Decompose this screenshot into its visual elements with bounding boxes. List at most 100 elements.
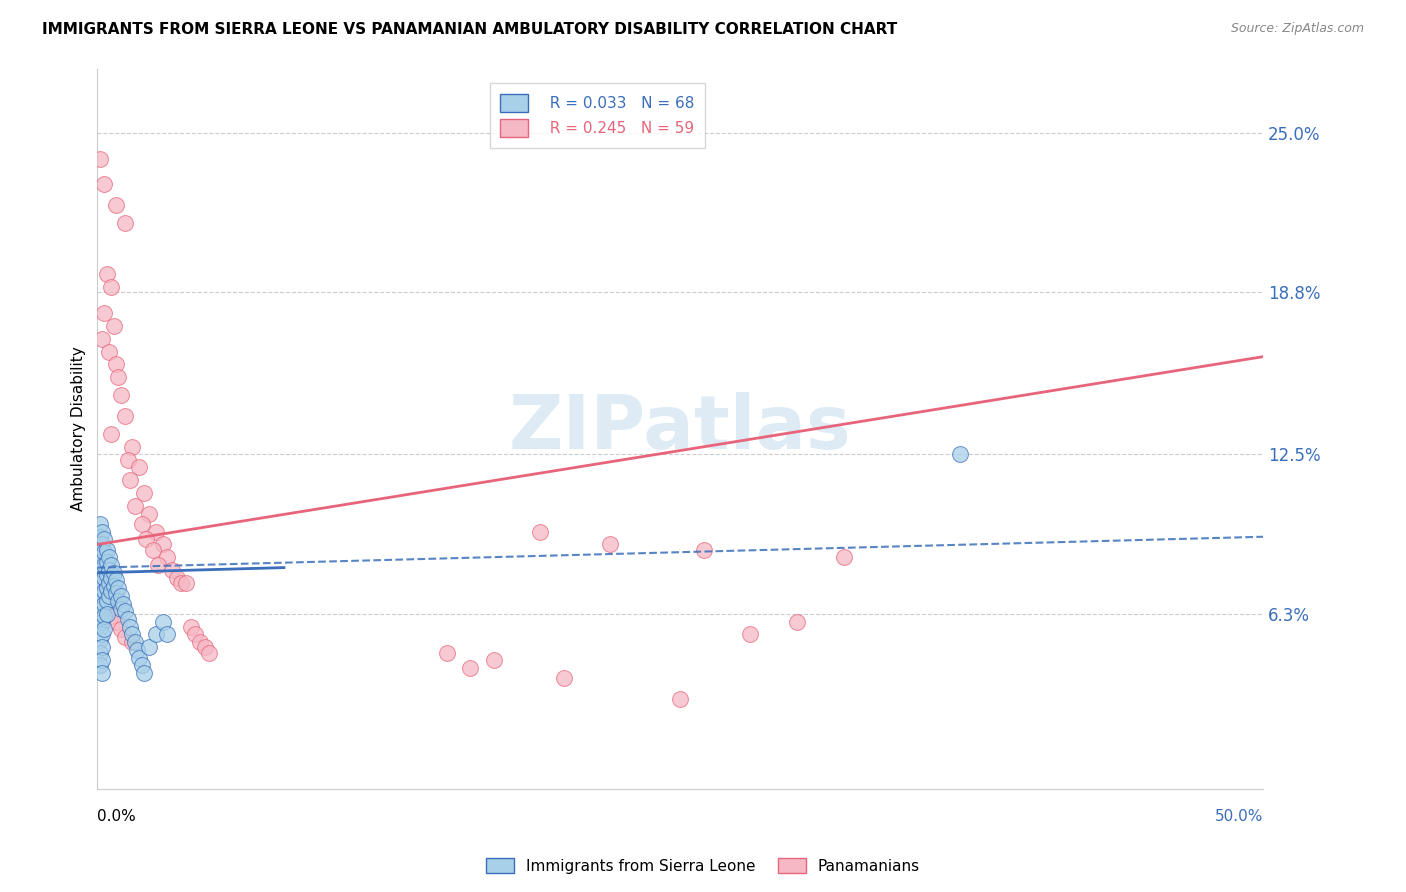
Point: [156, 627, 179, 641]
Point: [138, 640, 160, 655]
Point: [114, 604, 136, 618]
Point: [132, 486, 155, 500]
Point: [98, 576, 121, 591]
Point: [100, 558, 122, 572]
Point: [111, 597, 134, 611]
Point: [91, 576, 114, 591]
Point: [96, 594, 118, 608]
Point: [100, 609, 122, 624]
Point: [124, 635, 146, 649]
Point: [107, 581, 129, 595]
Point: [107, 594, 129, 608]
Point: [93, 533, 115, 547]
Point: [117, 452, 139, 467]
Point: [105, 357, 128, 371]
Point: [114, 216, 136, 230]
Point: [174, 576, 197, 591]
Point: [170, 576, 193, 591]
Point: [110, 601, 132, 615]
Point: [89, 632, 111, 647]
Point: [145, 524, 167, 539]
Point: [832, 550, 855, 565]
Text: 50.0%: 50.0%: [1215, 809, 1263, 824]
Point: [93, 306, 115, 320]
Point: [482, 653, 505, 667]
Point: [91, 640, 114, 655]
Point: [121, 635, 143, 649]
Point: [96, 581, 118, 595]
Point: [529, 524, 551, 539]
Point: [89, 594, 111, 608]
Point: [89, 620, 111, 634]
Point: [188, 635, 211, 649]
Point: [91, 563, 114, 577]
Point: [100, 571, 122, 585]
Point: [93, 571, 115, 585]
Point: [89, 542, 111, 557]
Point: [91, 615, 114, 629]
Point: [117, 612, 139, 626]
Point: [96, 568, 118, 582]
Point: [91, 563, 114, 577]
Point: [114, 630, 136, 644]
Point: [91, 589, 114, 603]
Point: [949, 447, 972, 461]
Point: [194, 640, 217, 655]
Text: ZIPatlas: ZIPatlas: [509, 392, 852, 466]
Point: [98, 550, 121, 565]
Point: [132, 666, 155, 681]
Point: [103, 579, 125, 593]
Point: [692, 542, 714, 557]
Point: [98, 563, 121, 577]
Point: [103, 566, 125, 580]
Point: [128, 650, 150, 665]
Point: [145, 627, 167, 641]
Point: [91, 627, 114, 641]
Point: [138, 507, 160, 521]
Point: [91, 666, 114, 681]
Point: [93, 583, 115, 598]
Point: [93, 545, 115, 559]
Point: [142, 542, 165, 557]
Point: [89, 516, 111, 531]
Point: [436, 646, 458, 660]
Point: [91, 332, 114, 346]
Point: [118, 473, 141, 487]
Point: [184, 627, 207, 641]
Point: [93, 623, 115, 637]
Point: [103, 594, 125, 608]
Point: [740, 627, 762, 641]
Point: [107, 370, 129, 384]
Point: [91, 601, 114, 615]
Point: [146, 558, 169, 572]
Point: [131, 658, 153, 673]
Point: [131, 516, 153, 531]
Point: [89, 152, 111, 166]
Point: [669, 691, 692, 706]
Point: [89, 568, 111, 582]
Point: [105, 615, 128, 629]
Text: Source: ZipAtlas.com: Source: ZipAtlas.com: [1230, 22, 1364, 36]
Point: [93, 558, 115, 572]
Point: [128, 460, 150, 475]
Point: [96, 607, 118, 621]
Point: [93, 597, 115, 611]
Point: [91, 537, 114, 551]
Point: [166, 571, 188, 585]
Y-axis label: Ambulatory Disability: Ambulatory Disability: [72, 346, 86, 511]
Point: [135, 533, 157, 547]
Point: [96, 268, 118, 282]
Point: [89, 556, 111, 570]
Point: [93, 609, 115, 624]
Point: [91, 550, 114, 565]
Point: [89, 646, 111, 660]
Point: [124, 499, 146, 513]
Point: [114, 409, 136, 423]
Point: [96, 556, 118, 570]
Point: [89, 658, 111, 673]
Point: [105, 586, 128, 600]
Point: [96, 576, 118, 591]
Point: [110, 589, 132, 603]
Point: [93, 178, 115, 192]
Point: [198, 646, 221, 660]
